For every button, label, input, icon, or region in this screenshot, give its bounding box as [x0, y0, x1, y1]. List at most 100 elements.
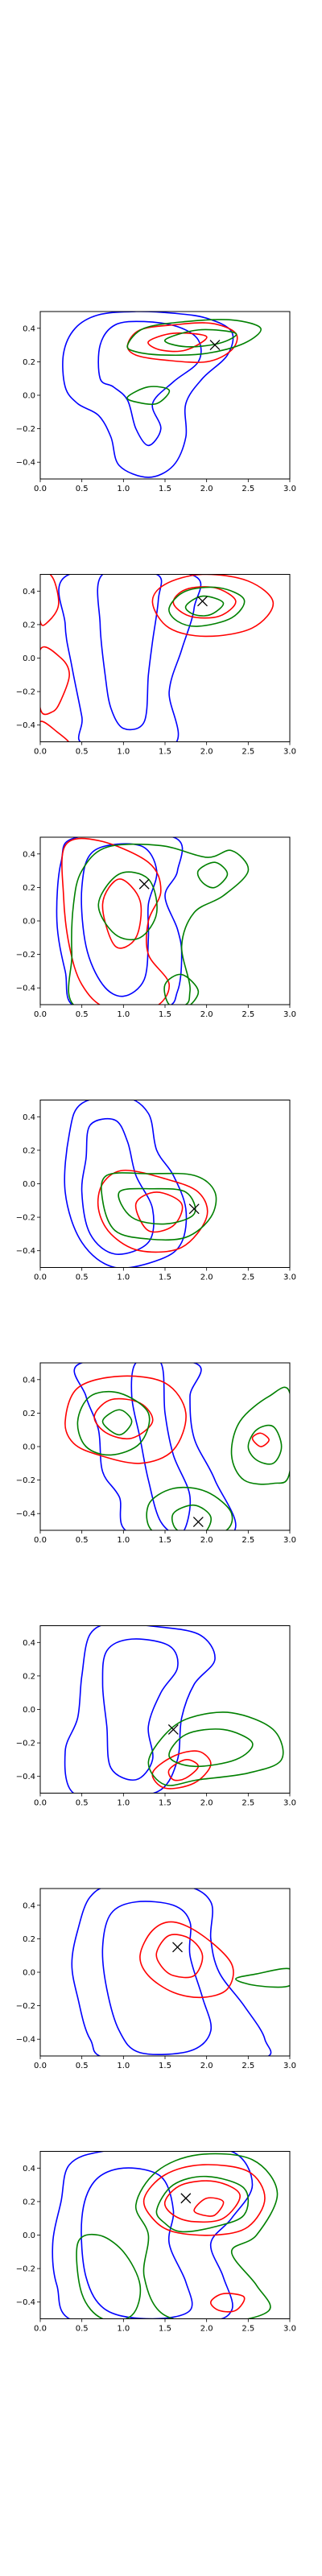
chart-panel-6: 0.0 0.5 1.0 1.5 2.0 2.5 3.0 0.4 0.2 0.0 −0.2 −0.4	[16, 1625, 296, 1808]
y-tick-label: 0.2	[23, 621, 35, 630]
contour-line	[62, 312, 234, 478]
y-tick-label: −0.2	[16, 688, 35, 697]
contour-line	[97, 871, 158, 941]
y-tick-label: −0.4	[16, 721, 35, 730]
x-tick-label: 3.0	[283, 1799, 296, 1808]
x-tick-label: 1.5	[159, 1010, 171, 1019]
y-tick-label: −0.2	[16, 425, 35, 434]
x-tick-label: 3.0	[283, 2062, 296, 2070]
plot-area	[64, 1100, 217, 1268]
plot-area	[64, 1363, 290, 1530]
marker-x	[209, 340, 221, 351]
x-tick-label: 0.5	[76, 748, 89, 757]
x-tick-label: 1.5	[159, 1799, 171, 1808]
contour-line	[101, 1409, 133, 1436]
contour-line	[93, 1397, 154, 1440]
contour-line	[126, 322, 238, 363]
contour-line	[147, 1711, 284, 1786]
contour-line	[163, 2180, 241, 2223]
y-tick-label: 0.4	[23, 1376, 35, 1385]
y-tick-label: 0.0	[23, 1706, 35, 1715]
y-tick-label: 0.0	[23, 1443, 35, 1452]
x-tick-label: 2.5	[242, 748, 254, 757]
y-tick-label: 0.4	[23, 324, 35, 333]
contour-line	[40, 646, 70, 716]
marker-x	[172, 1942, 183, 1953]
contour-line	[64, 1375, 187, 1464]
marker-x	[138, 878, 150, 890]
x-tick-label: 0.5	[76, 1010, 89, 1019]
plot-area	[52, 2151, 279, 2319]
contour-line	[142, 2164, 266, 2236]
contour-line	[164, 328, 237, 348]
contour-line	[235, 1967, 290, 1988]
axes-frame	[39, 1888, 291, 2057]
y-tick-label: 0.4	[23, 1639, 35, 1648]
x-tick-label: 1.0	[117, 1799, 130, 1808]
contour-line	[196, 861, 229, 889]
chart-panel-4: 0.0 0.5 1.0 1.5 2.0 2.5 3.0 0.4 0.2 0.0 −0.2 −0.4	[16, 1100, 296, 1282]
contour-line	[64, 1100, 188, 1268]
x-tick-label: 0.5	[76, 1274, 89, 1282]
x-tick-label: 1.0	[117, 1010, 130, 1019]
contour-line	[139, 1921, 234, 1999]
contour-line	[97, 1170, 208, 1253]
x-tick-label: 1.5	[159, 485, 171, 493]
y-tick-label: −0.4	[16, 2036, 35, 2045]
x-tick-label: 0.0	[34, 1274, 47, 1282]
x-tick-label: 3.0	[283, 485, 296, 493]
contour-line	[251, 1432, 270, 1447]
y-tick-label: 0.4	[23, 1901, 35, 1910]
x-tick-label: 3.0	[283, 748, 296, 757]
x-tick-label: 2.5	[242, 485, 254, 493]
contour-line	[163, 973, 200, 1005]
contour-line	[68, 843, 250, 1005]
x-tick-label: 2.5	[242, 2062, 254, 2070]
x-tick-label: 0.0	[34, 485, 47, 493]
y-tick-label: 0.2	[23, 1935, 35, 1944]
x-tick-label: 2.0	[200, 1274, 213, 1282]
contour-line	[58, 574, 202, 742]
contour-line	[146, 1486, 233, 1530]
x-tick-label: 0.0	[34, 748, 47, 757]
contour-line	[40, 720, 70, 742]
contour-line	[134, 1191, 184, 1233]
contour-line	[40, 574, 60, 626]
chart-panel-3: 0.0 0.5 1.0 1.5 2.0 2.5 3.0 0.4 0.2 0.0 −0.2 −0.4	[16, 836, 296, 1019]
contour-line	[64, 1625, 216, 1794]
contour-line	[126, 386, 171, 406]
x-tick-label: 1.0	[117, 2062, 130, 2070]
y-tick-label: 0.0	[23, 2231, 35, 2240]
contour-line	[147, 332, 208, 353]
y-tick-label: 0.0	[23, 1969, 35, 1978]
contour-line	[247, 1424, 283, 1465]
marker-x	[167, 1724, 179, 1735]
contour-line	[73, 1363, 237, 1530]
y-tick-label: 0.0	[23, 392, 35, 401]
contour-line	[151, 574, 275, 638]
x-tick-label: 0.5	[76, 2062, 89, 2070]
x-tick-label: 1.0	[117, 1274, 130, 1282]
y-tick-label: 0.4	[23, 1113, 35, 1122]
y-tick-label: 0.0	[23, 654, 35, 663]
x-tick-label: 2.0	[200, 2062, 213, 2070]
marker-x	[192, 1517, 204, 1528]
y-tick-label: −0.2	[16, 2002, 35, 2011]
contour-line	[101, 1901, 213, 2055]
chart-panel-2: 0.0 0.5 1.0 1.5 2.0 2.5 3.0 0.4 0.2 0.0 −0.2 −0.4	[16, 574, 296, 757]
x-tick-label: 0.5	[76, 1799, 89, 1808]
x-tick-label: 2.0	[200, 748, 213, 757]
x-tick-label: 0.5	[76, 485, 89, 493]
contour-line	[101, 1172, 217, 1241]
axes-frame	[39, 311, 291, 480]
contour-line	[210, 2293, 246, 2313]
contour-line	[167, 1759, 200, 1781]
contour-line	[151, 1750, 212, 1790]
contour-line	[76, 1390, 151, 1456]
x-tick-label: 2.5	[242, 1274, 254, 1282]
x-tick-label: 3.0	[283, 2325, 296, 2334]
y-tick-label: −0.4	[16, 1247, 35, 1256]
axes-frame	[39, 836, 291, 1005]
contour-line	[71, 1889, 272, 2056]
